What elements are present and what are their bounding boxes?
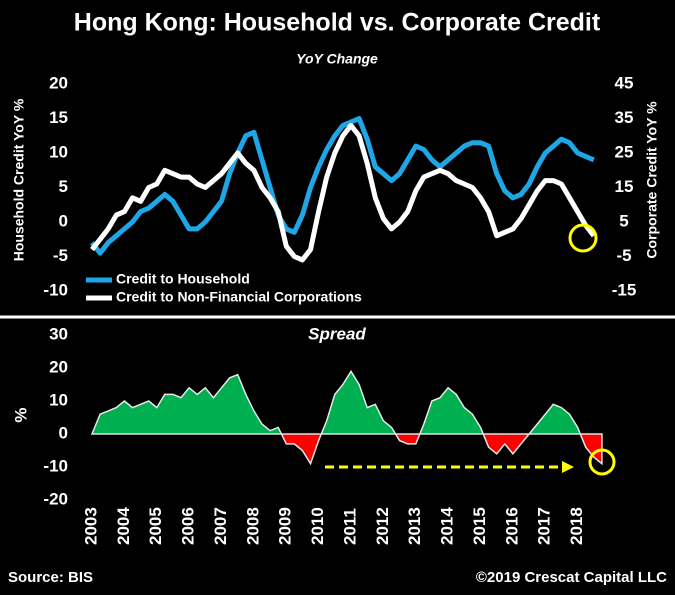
y2-tick-label: -5 — [616, 246, 631, 265]
panel-title: Spread — [308, 324, 366, 343]
source: Source: BIS — [8, 569, 93, 586]
y2-tick-label: 45 — [615, 73, 634, 92]
y2-axis-label: Corporate Credit YoY % — [644, 101, 660, 259]
spread-area — [90, 369, 603, 466]
y-tick-label: 15 — [49, 108, 68, 127]
y2-tick-label: 35 — [615, 108, 634, 127]
y2-tick-label: 15 — [615, 177, 634, 196]
y-tick-label: 20 — [49, 357, 68, 376]
x-tick-label: 2017 — [535, 507, 554, 545]
y-tick-label: -10 — [43, 280, 68, 299]
x-tick-label: 2009 — [276, 507, 295, 545]
x-tick-label: 2008 — [243, 507, 262, 545]
y-tick-label: -10 — [43, 456, 68, 475]
arrow-head — [562, 461, 574, 473]
highlight-circle — [588, 448, 616, 476]
y-tick-label: 20 — [49, 73, 68, 92]
chart-subtitle: YoY Change — [296, 51, 378, 67]
y-tick-label: 5 — [59, 177, 68, 196]
copyright: ©2019 Crescat Capital LLC — [476, 569, 667, 586]
x-tick-label: 2011 — [340, 508, 359, 545]
series-line — [90, 122, 596, 263]
legend-label: Credit to Non-Financial Corporations — [116, 289, 362, 305]
x-tick-label: 2007 — [211, 507, 230, 545]
x-tick-label: 2012 — [373, 507, 392, 545]
x-tick-label: 2015 — [470, 507, 489, 545]
x-tick-label: 2014 — [438, 507, 457, 545]
y-tick-label: -5 — [53, 246, 68, 265]
y-axis-label: Household Credit YoY % — [11, 98, 27, 261]
x-tick-label: 2016 — [502, 507, 521, 545]
y-tick-label: 0 — [59, 423, 68, 442]
x-tick-label: 2018 — [567, 507, 586, 545]
y-tick-label: 0 — [59, 211, 68, 230]
plot: -10 -5 0 5 10 15 20 -15 -5 5 15 25 35 45 Credit to Hou… — [43, 73, 636, 545]
highlight-circle — [568, 223, 598, 253]
legend-label: Credit to Household — [116, 271, 250, 287]
y-axis-label: % — [11, 407, 30, 422]
x-tick-label: 2010 — [308, 507, 327, 545]
y-tick-label: 10 — [49, 142, 68, 161]
x-tick-label: 2005 — [146, 507, 165, 545]
x-tick-label: 2006 — [179, 507, 198, 545]
y2-tick-label: 25 — [615, 142, 634, 161]
y-tick-label: 10 — [49, 390, 68, 409]
x-tick-label: 2003 — [81, 507, 100, 545]
y-tick-label: -20 — [43, 489, 68, 508]
y2-tick-label: -15 — [612, 280, 637, 299]
x-tick-label: 2013 — [405, 507, 424, 545]
chart-title: Hong Kong: Household vs. Corporate Credi… — [74, 9, 601, 37]
y-tick-label: 30 — [49, 324, 68, 343]
series-line — [90, 116, 595, 256]
x-tick-label: 2004 — [114, 507, 133, 545]
y2-tick-label: 5 — [619, 211, 628, 230]
